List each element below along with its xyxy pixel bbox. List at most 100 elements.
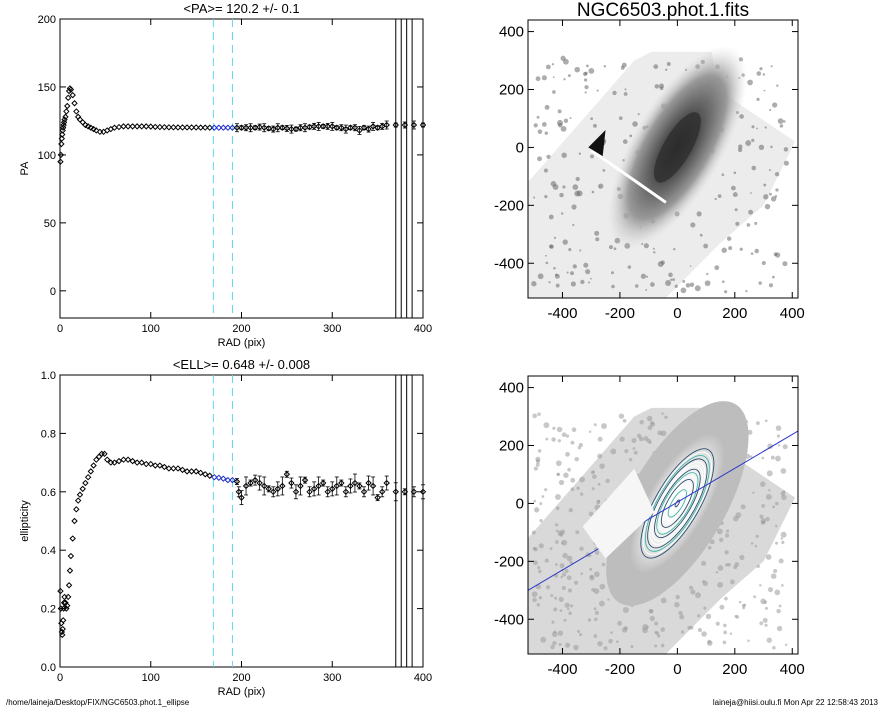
star: [593, 423, 597, 427]
star: [746, 223, 751, 227]
star: [714, 265, 720, 271]
star: [558, 596, 564, 603]
x-tick-label: -400: [547, 661, 577, 678]
y-tick-label: 0: [516, 139, 524, 156]
star: [568, 611, 572, 616]
footer-right: laineja@hiisi.oulu.fi Mon Apr 22 12:58:4…: [713, 698, 879, 707]
isophote-contour: [651, 465, 703, 542]
data-point: [60, 599, 68, 606]
star: [543, 422, 550, 429]
data-point: [365, 479, 372, 487]
star: [535, 76, 541, 82]
star: [590, 277, 592, 280]
star: [588, 68, 595, 74]
image-frame: [527, 19, 799, 299]
star: [592, 123, 597, 128]
data-point: [101, 450, 108, 458]
plot-title: <ELL>= 0.648 +/- 0.008: [173, 357, 310, 372]
star: [564, 602, 570, 608]
data-point: [419, 121, 427, 129]
star: [647, 425, 653, 431]
star: [739, 247, 743, 251]
star: [574, 66, 581, 73]
star: [689, 585, 694, 590]
data-point: [147, 460, 154, 468]
plot-frame: [59, 374, 424, 668]
star: [570, 440, 575, 445]
star: [768, 283, 774, 288]
data-point: [64, 94, 72, 102]
star: [747, 639, 750, 643]
star: [560, 575, 564, 579]
star: [551, 620, 555, 624]
data-point: [179, 466, 186, 474]
star: [569, 561, 573, 565]
star: [649, 615, 655, 622]
star: [771, 102, 778, 108]
data-point: [292, 488, 300, 496]
star: [733, 515, 739, 522]
star: [657, 261, 664, 268]
star: [531, 281, 537, 287]
star: [608, 638, 613, 644]
data-point: [297, 482, 304, 490]
data-point: [238, 494, 245, 501]
star: [690, 589, 696, 595]
star: [562, 58, 569, 65]
data-point: [64, 102, 71, 110]
star: [594, 550, 600, 555]
star: [557, 109, 562, 114]
star: [685, 283, 691, 288]
star: [602, 168, 606, 172]
star: [569, 117, 572, 120]
star: [544, 104, 550, 110]
star: [775, 425, 782, 431]
y-tick-label: 200: [38, 14, 56, 26]
star: [776, 434, 781, 438]
data-point: [338, 124, 345, 131]
star: [646, 415, 653, 422]
star: [599, 463, 605, 469]
data-point: [59, 617, 67, 624]
star: [766, 637, 772, 643]
star: [603, 646, 608, 651]
data-point: [64, 602, 71, 609]
star: [552, 426, 556, 430]
star: [535, 462, 540, 467]
star: [571, 204, 577, 210]
star: [687, 626, 691, 630]
star: [763, 183, 767, 187]
data-point: [59, 631, 66, 639]
data-point: [310, 485, 318, 493]
star: [675, 594, 680, 600]
star: [545, 437, 549, 441]
star: [670, 278, 673, 281]
data-point: [73, 108, 80, 115]
star: [553, 607, 558, 612]
star: [768, 169, 771, 172]
star: [753, 595, 757, 599]
star: [762, 617, 768, 623]
isophote-contour: [670, 492, 685, 515]
star: [660, 597, 667, 604]
star: [613, 247, 617, 251]
data-point: [419, 488, 427, 496]
x-tick-label: 300: [323, 672, 341, 684]
star: [724, 550, 729, 555]
data-point: [124, 456, 132, 463]
star: [532, 546, 537, 551]
data-point: [329, 123, 336, 130]
y-tick-label: 0: [50, 286, 56, 298]
star: [723, 630, 728, 635]
data-point: [60, 605, 67, 612]
star: [649, 609, 654, 614]
star: [701, 560, 707, 566]
star: [748, 209, 754, 215]
star: [566, 271, 569, 274]
data-point: [71, 100, 78, 107]
data-point: [378, 123, 386, 130]
star: [765, 554, 772, 560]
data-point: [192, 468, 200, 475]
star: [532, 597, 537, 603]
star: [751, 138, 755, 143]
